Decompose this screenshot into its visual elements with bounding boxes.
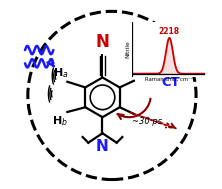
Text: CT: CT: [161, 76, 180, 89]
Text: N: N: [95, 33, 109, 51]
Text: N: N: [96, 139, 109, 153]
Text: H$_a$: H$_a$: [53, 66, 68, 80]
Text: H$_b$: H$_b$: [52, 114, 68, 128]
X-axis label: Raman shift, cm⁻¹: Raman shift, cm⁻¹: [145, 77, 193, 82]
Text: 2218: 2218: [159, 27, 180, 36]
Text: ~30 ps: ~30 ps: [132, 117, 162, 126]
Y-axis label: Nitrile: Nitrile: [125, 40, 130, 58]
